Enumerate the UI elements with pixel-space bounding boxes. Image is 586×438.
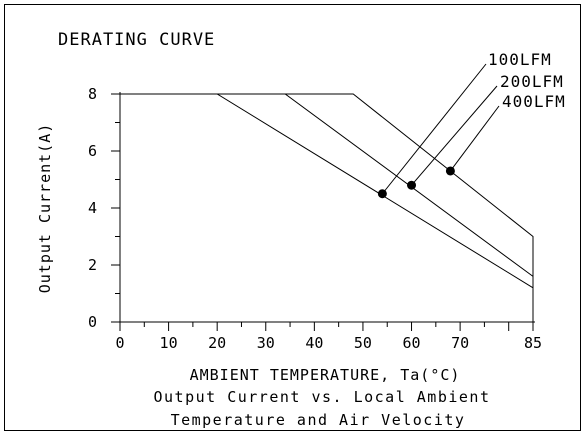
legend-leader-line — [381, 63, 487, 195]
x-axis-label: AMBIENT TEMPERATURE, Ta(°C) — [190, 366, 461, 384]
x-tick-label: 10 — [160, 334, 178, 352]
axes — [111, 92, 535, 331]
legend-entry: 400LFM — [502, 92, 566, 111]
x-tick-label: 30 — [257, 334, 275, 352]
x-tick-label: 70 — [451, 334, 469, 352]
legend-leader-line — [411, 85, 498, 186]
series-line — [120, 93, 534, 289]
chart-subtitle-line-2: Temperature and Air Velocity — [171, 411, 466, 429]
tick-labels: 0 2 4 6 8 0 10 20 30 40 50 60 70 85 — [88, 85, 542, 352]
x-tick-label: 20 — [208, 334, 226, 352]
y-tick-label: 6 — [88, 142, 97, 160]
series-line — [120, 93, 534, 277]
y-tick-label: 4 — [88, 199, 97, 217]
legend-entry: 200LFM — [500, 72, 564, 91]
x-tick-label: 60 — [402, 334, 420, 352]
y-axis-label: Output Current(A) — [36, 123, 54, 294]
x-tick-label: 0 — [115, 334, 124, 352]
series-line — [120, 93, 534, 322]
y-tick-label: 2 — [88, 256, 97, 274]
chart-frame — [4, 4, 581, 431]
legend-leader-line — [449, 105, 500, 172]
chart-subtitle-line-1: Output Current vs. Local Ambient — [154, 388, 491, 406]
legend-entry: 100LFM — [488, 50, 552, 69]
x-tick-label: 50 — [354, 334, 372, 352]
x-tick-label: 85 — [524, 334, 542, 352]
chart-title: DERATING CURVE — [58, 30, 215, 50]
y-tick-label: 0 — [88, 313, 97, 331]
y-tick-label: 8 — [88, 85, 97, 103]
x-tick-label: 40 — [305, 334, 323, 352]
series-lines — [120, 93, 534, 322]
